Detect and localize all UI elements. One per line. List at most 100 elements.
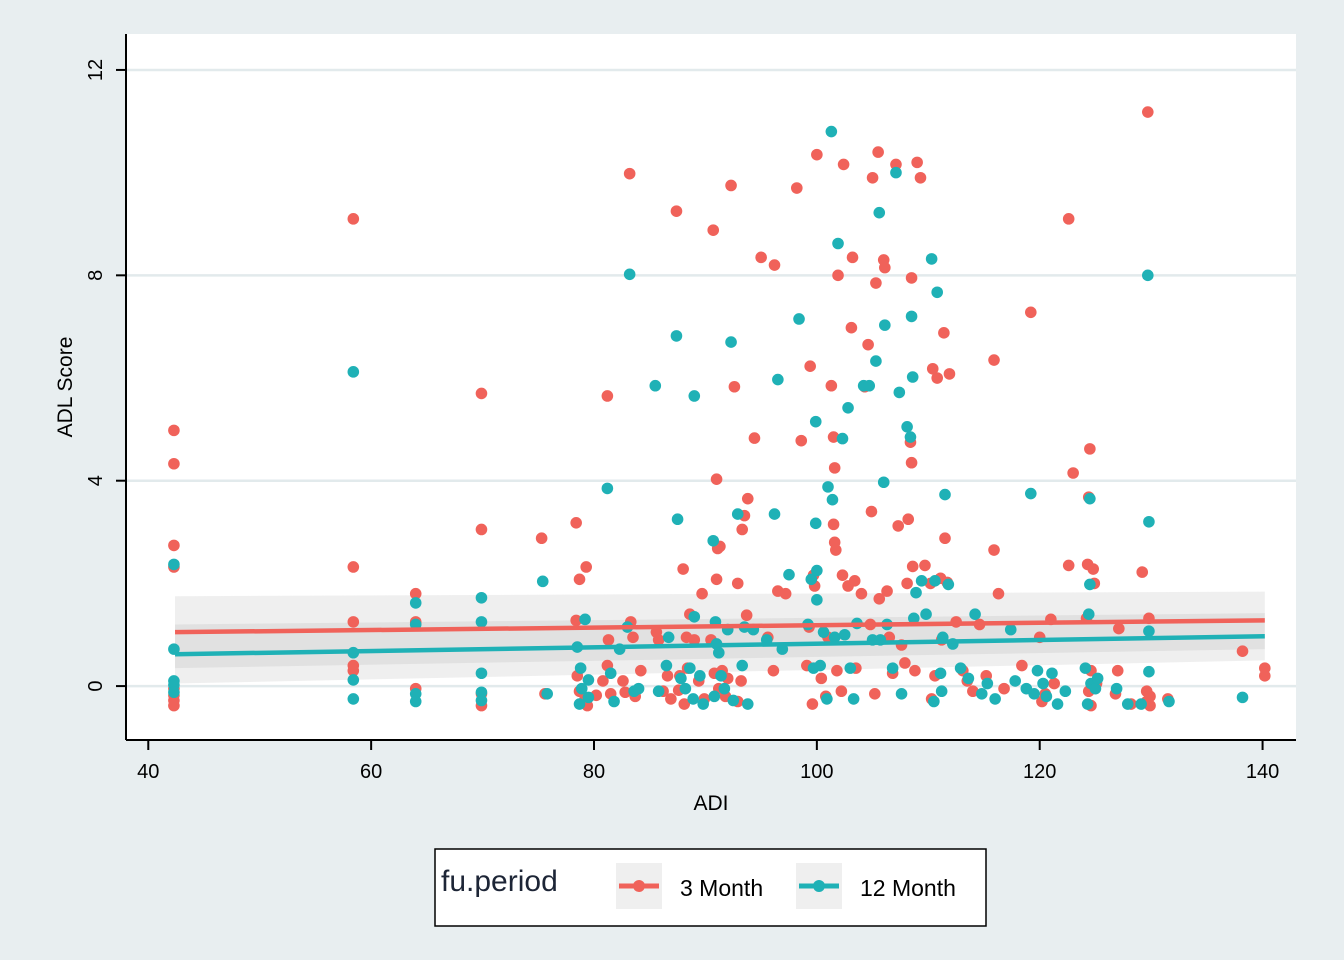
point-3-month-20 [535, 532, 548, 545]
point-12-month-55 [718, 682, 731, 695]
point-12-month-103 [895, 687, 908, 700]
point-12-month-126 [981, 677, 994, 690]
point-12-month-97 [877, 476, 890, 489]
point-3-month-31 [597, 675, 609, 687]
point-3-month-134 [901, 577, 913, 590]
point-12-month-133 [1031, 664, 1044, 677]
point-12-month-66 [772, 373, 784, 386]
point-3-month-148 [938, 327, 950, 339]
point-12-month-124 [969, 608, 981, 621]
point-3-month-118 [866, 171, 879, 184]
point-3-month-57 [677, 563, 689, 575]
point-3-month-117 [865, 505, 878, 518]
point-12-month-69 [793, 313, 805, 325]
y-axis-title: ADL Score [54, 337, 77, 438]
point-3-month-25 [570, 614, 582, 627]
point-12-month-120 [928, 695, 940, 708]
point-12-month-38 [662, 631, 675, 644]
point-12-month-27 [601, 482, 614, 495]
point-3-month-73 [731, 577, 744, 590]
point-12-month-113 [929, 575, 941, 587]
point-3-month-119 [870, 277, 882, 289]
point-3-month-189 [1142, 106, 1154, 118]
point-12-month-34 [632, 682, 645, 695]
point-12-month-42 [679, 682, 692, 695]
point-3-month-82 [768, 259, 781, 271]
point-12-month-136 [1046, 667, 1058, 680]
point-12-month-26 [573, 698, 586, 710]
x-tick-label-60: 60 [360, 761, 382, 783]
legend-label-3-month: 3 Month [680, 875, 763, 901]
point-12-month-110 [915, 575, 928, 587]
point-12-month-58 [727, 694, 740, 707]
x-tick-label-100: 100 [800, 761, 833, 783]
point-12-month-19 [541, 687, 553, 700]
point-12-month-41 [675, 672, 687, 685]
point-12-month-105 [904, 431, 917, 443]
point-3-month-89 [804, 360, 816, 373]
point-3-month-137 [905, 456, 918, 469]
point-12-month-68 [783, 568, 795, 581]
point-3-month-10 [347, 616, 360, 628]
point-3-month-40 [627, 631, 639, 644]
point-12-month-114 [931, 286, 943, 299]
point-3-month-76 [741, 492, 754, 505]
point-3-month-145 [926, 362, 939, 375]
point-12-month-54 [708, 690, 721, 703]
point-12-month-18 [536, 575, 549, 588]
point-12-month-39 [670, 330, 683, 342]
x-axis-title: ADI [693, 792, 728, 815]
point-12-month-152 [1143, 625, 1155, 637]
point-3-month-111 [846, 251, 859, 264]
point-3-month-46 [661, 670, 674, 682]
point-3-month-116 [862, 338, 874, 351]
point-12-month-115 [934, 667, 947, 680]
point-12-month-74 [809, 517, 822, 530]
point-12-month-47 [694, 670, 706, 682]
point-12-month-134 [1037, 677, 1049, 690]
point-12-month-22 [579, 613, 591, 626]
point-3-month-113 [848, 575, 861, 587]
point-12-month-36 [652, 685, 665, 698]
point-12-month-7 [347, 674, 360, 686]
point-3-month-100 [828, 462, 841, 474]
point-3-month-87 [791, 182, 803, 194]
point-12-month-104 [901, 420, 913, 433]
x-axis-ticks: 40 60 80 100 120 140 [137, 740, 1279, 783]
point-3-month-190 [1136, 566, 1149, 578]
point-12-month-43 [684, 662, 696, 674]
legend-label-12-month: 12 Month [860, 875, 956, 901]
point-3-month-163 [992, 587, 1005, 600]
point-12-month-83 [828, 631, 841, 644]
y-tick-label-4: 4 [85, 475, 107, 486]
legend-key-point-3-month [633, 880, 645, 892]
point-12-month-125 [975, 687, 988, 700]
point-12-month-46 [687, 693, 699, 705]
point-12-month-88 [844, 662, 857, 674]
point-12-month-94 [870, 355, 882, 367]
point-12-month-109 [910, 586, 922, 599]
point-3-month-112 [845, 321, 858, 334]
point-12-month-8 [347, 693, 360, 705]
point-12-month-14 [475, 616, 488, 628]
point-12-month-108 [908, 612, 920, 625]
point-12-month-79 [821, 693, 833, 705]
point-3-month-141 [911, 156, 923, 169]
legend-box [434, 848, 987, 927]
point-12-month-142 [1082, 608, 1095, 621]
point-12-month-15 [475, 667, 488, 680]
legend-title: fu.period [441, 865, 558, 898]
point-12-month-123 [962, 672, 975, 685]
point-12-month-116 [939, 488, 951, 501]
point-3-month-161 [988, 354, 1000, 366]
point-12-month-147 [1110, 682, 1123, 695]
point-12-month-35 [649, 379, 662, 392]
point-12-month-135 [1040, 690, 1053, 703]
point-12-month-65 [768, 508, 781, 520]
point-12-month-128 [1004, 623, 1017, 636]
x-tick-label-80: 80 [583, 761, 605, 783]
point-12-month-153 [1143, 665, 1155, 678]
point-12-month-112 [925, 253, 938, 265]
point-12-month-12 [409, 695, 422, 708]
